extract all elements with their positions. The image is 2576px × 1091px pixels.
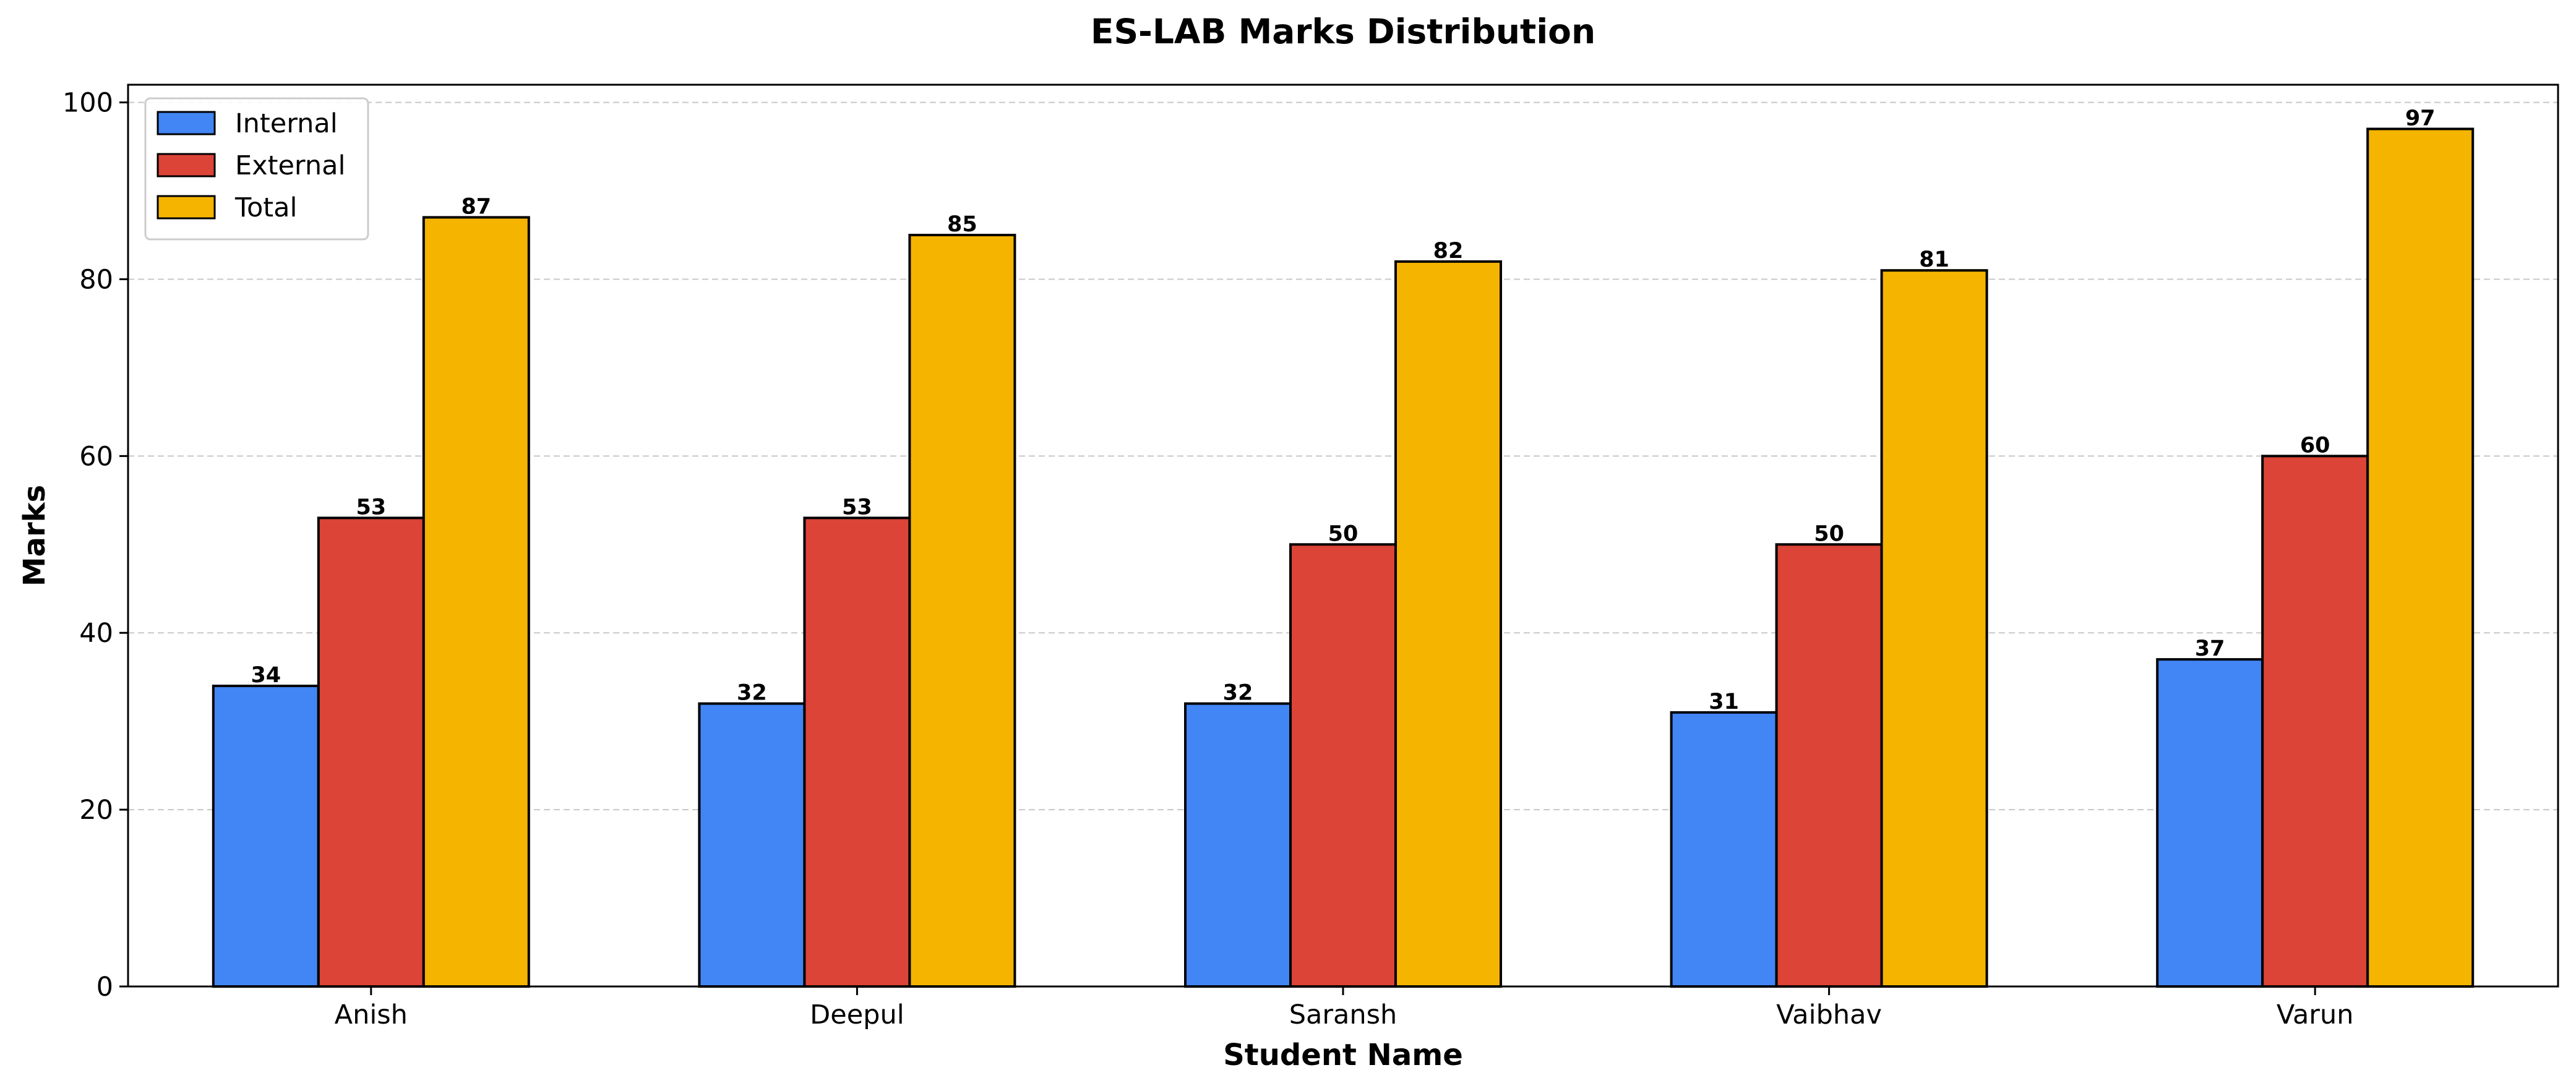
x-tick-label-saransh: Saransh [1289,999,1397,1030]
y-tick-label-80: 80 [79,264,113,295]
bar-external-anish [317,516,425,988]
y-tick-label-20: 20 [79,795,113,826]
bar-value-label-external-saransh: 50 [1328,521,1359,546]
bar-internal-saransh [1184,702,1292,988]
bar-total-saransh [1394,260,1502,988]
bar-value-label-internal-varun: 37 [2195,636,2225,661]
x-tick-label-vaibhav: Vaibhav [1776,999,1882,1030]
bar-external-saransh [1289,543,1397,988]
bar-total-anish [422,216,530,988]
y-tick-label-0: 0 [97,972,113,1003]
bar-external-varun [2261,455,2369,988]
legend-swatch-external [157,153,216,178]
bar-value-label-internal-vaibhav: 31 [1709,690,1739,714]
y-tick-label-60: 60 [79,441,113,472]
bar-value-label-internal-anish: 34 [251,663,281,688]
grid-layer [128,101,2558,811]
bar-external-deepul [803,516,911,988]
x-tick-label-deepul: Deepul [810,999,904,1030]
legend-swatch-internal [157,111,216,135]
legend-label-total: Total [234,192,297,223]
bar-total-vaibhav [1880,269,1988,988]
x-axis-title: Student Name [1223,1038,1463,1072]
bar-value-label-external-deepul: 53 [842,495,872,520]
bar-value-label-external-anish: 53 [356,495,386,520]
bars-layer [212,127,2475,988]
bar-value-label-total-anish: 87 [461,194,491,219]
bar-value-label-total-varun: 97 [2405,106,2436,130]
legend-label-internal: Internal [235,108,338,139]
y-axis-title: Marks [17,485,52,586]
legend-swatch-total [157,195,216,220]
bar-value-label-total-vaibhav: 81 [1919,247,1949,272]
y-axis: 0 20 40 60 80 100 [62,88,128,1003]
bar-value-label-external-vaibhav: 50 [1814,521,1844,546]
legend: Internal External Total [144,97,369,241]
chart-title: ES-LAB Marks Distribution [1091,12,1595,51]
bar-value-label-internal-saransh: 32 [1223,681,1253,706]
bar-external-vaibhav [1775,543,1883,988]
bar-internal-vaibhav [1670,711,1778,988]
bar-value-label-total-deepul: 85 [947,212,977,237]
bar-internal-deepul [698,702,806,988]
bar-value-label-total-saransh: 82 [1433,239,1464,263]
bar-total-deepul [908,234,1016,988]
bar-value-label-external-varun: 60 [2300,433,2330,458]
y-tick-label-40: 40 [79,618,113,649]
y-tick-label-100: 100 [62,88,113,119]
x-tick-label-anish: Anish [335,999,408,1030]
x-tick-label-varun: Varun [2277,999,2354,1030]
bar-internal-varun [2156,658,2264,988]
bar-internal-anish [212,685,320,988]
bar-total-varun [2366,127,2475,988]
x-axis: Anish Deepul Saransh Vaibhav Varun [335,986,2354,1030]
legend-label-external: External [235,150,345,181]
bar-value-label-internal-deepul: 32 [737,681,767,706]
bar-value-labels: 34 53 87 32 53 85 32 50 82 31 50 81 37 60 97 [251,106,2435,714]
